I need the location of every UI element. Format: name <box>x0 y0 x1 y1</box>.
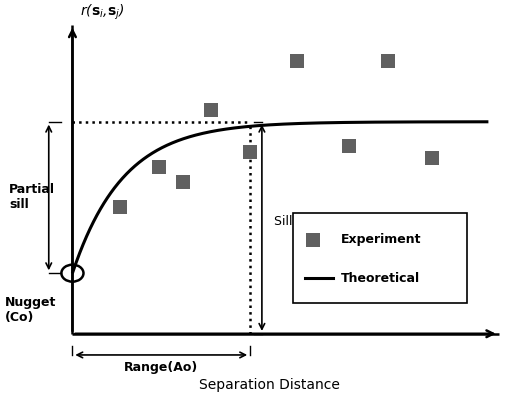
Point <box>116 203 124 210</box>
Point <box>344 143 353 149</box>
Point <box>207 107 215 113</box>
Text: Separation Distance: Separation Distance <box>199 378 340 392</box>
Text: $r$($\mathbf{s}_i$,$\mathbf{s}_j$): $r$($\mathbf{s}_i$,$\mathbf{s}_j$) <box>80 2 125 22</box>
Text: Theoretical: Theoretical <box>341 271 420 284</box>
Point <box>155 164 164 170</box>
Text: Partial
sill: Partial sill <box>9 183 55 211</box>
Text: Range(Ao): Range(Ao) <box>124 361 198 374</box>
Point <box>246 149 254 155</box>
Text: Sill (Co+C): Sill (Co+C) <box>274 215 342 228</box>
Point <box>384 58 392 64</box>
Point <box>293 58 301 64</box>
Text: Nugget
(Co): Nugget (Co) <box>6 295 57 324</box>
Text: Experiment: Experiment <box>341 233 421 246</box>
Point <box>428 155 436 161</box>
Point <box>179 179 187 186</box>
FancyBboxPatch shape <box>294 213 467 303</box>
Point <box>309 237 318 243</box>
